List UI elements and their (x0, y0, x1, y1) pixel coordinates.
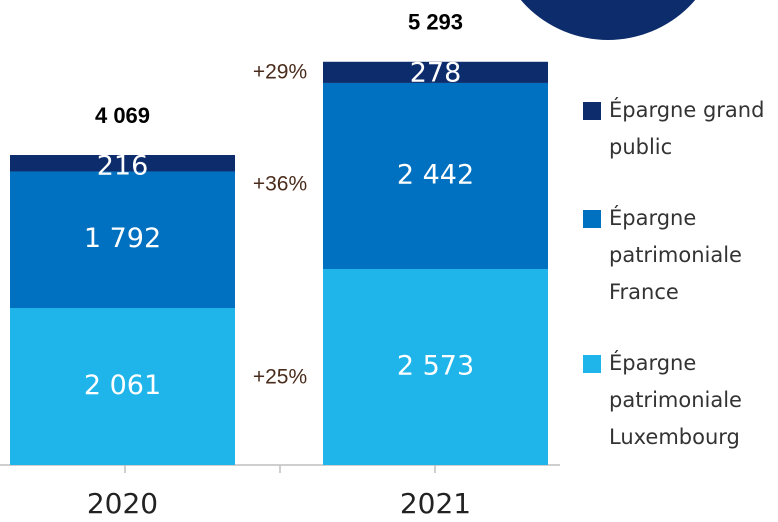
total-label: 4 069 (95, 103, 150, 128)
legend-item: Épargne grand public (583, 92, 774, 166)
value-label: 278 (410, 57, 462, 88)
bar-segment (323, 268, 548, 465)
annotation: +25% (253, 366, 307, 389)
legend-label: Épargne grand public (609, 98, 765, 159)
bar-segment (323, 61, 548, 83)
bar-segment (10, 155, 235, 172)
legend-swatch (583, 210, 601, 228)
value-label: 1 792 (84, 223, 161, 254)
bar-segment (323, 82, 548, 269)
annotation: +36% (253, 173, 307, 196)
legend-swatch (583, 102, 601, 120)
legend-item: Épargne patrimoniale Luxembourg (583, 345, 774, 456)
legend-swatch (583, 355, 601, 373)
value-label: 2 442 (397, 159, 474, 190)
legend-label: Épargne patrimoniale Luxembourg (609, 351, 742, 449)
total-label: 5 293 (408, 10, 463, 35)
value-label: 2 573 (397, 350, 474, 381)
decor-circle (520, 0, 696, 40)
bar-segment (10, 171, 235, 308)
legend-label: Épargne patrimoniale France (609, 206, 742, 304)
value-label: 216 (97, 151, 149, 182)
bar-segment (10, 307, 235, 465)
x-tick-label: 2021 (400, 487, 471, 520)
legend-item: Épargne patrimoniale France (583, 200, 774, 311)
x-tick-label: 2020 (87, 487, 158, 520)
annotation: +29% (253, 61, 307, 84)
value-label: 2 061 (84, 370, 161, 401)
